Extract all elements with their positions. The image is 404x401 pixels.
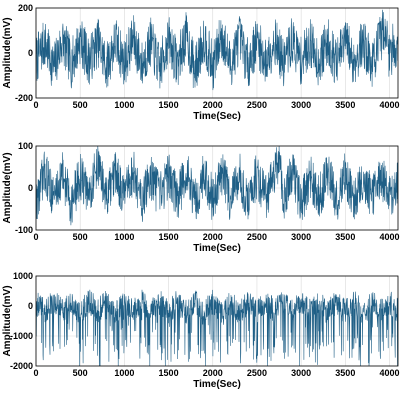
x-tick-label: 0 [33, 100, 38, 110]
x-tick-label: 500 [73, 368, 88, 378]
x-tick-label: 4000 [380, 232, 400, 242]
x-tick-label: 500 [73, 100, 88, 110]
x-axis-label: Time(Sec) [193, 243, 241, 254]
signal-line [36, 146, 398, 226]
x-tick-label: 3500 [335, 100, 355, 110]
x-tick-label: 3000 [291, 368, 311, 378]
x-tick-label: 1500 [159, 100, 179, 110]
plot-frame [35, 145, 399, 231]
y-tick-label: 0 [28, 48, 33, 58]
x-tick-label: 3000 [291, 100, 311, 110]
x-tick-label: 1500 [159, 232, 179, 242]
x-tick-label: 1000 [114, 232, 134, 242]
y-axis-label: Amplitude(mV) [2, 285, 13, 356]
y-tick-label: -1000 [10, 331, 33, 341]
y-tick-label: 0 [28, 183, 33, 193]
x-tick-label: 1000 [114, 368, 134, 378]
y-tick-label: 1000 [13, 271, 33, 281]
x-tick-label: 3000 [291, 232, 311, 242]
x-tick-label: 0 [33, 232, 38, 242]
x-tick-label: 2500 [247, 232, 267, 242]
y-axis-label: Amplitude(mV) [2, 152, 13, 223]
plot-frame [35, 7, 399, 99]
x-axis-label: Time(Sec) [193, 111, 241, 122]
x-tick-label: 2500 [247, 100, 267, 110]
x-tick-label: 3500 [335, 232, 355, 242]
x-tick-label: 3500 [335, 368, 355, 378]
x-tick-label: 1000 [114, 100, 134, 110]
y-tick-label: -200 [15, 93, 33, 103]
plot-frame [35, 275, 399, 367]
x-tick-label: 2000 [203, 368, 223, 378]
signal-line [36, 9, 398, 91]
x-tick-label: 2500 [247, 368, 267, 378]
x-tick-label: 500 [73, 232, 88, 242]
x-tick-label: 1500 [159, 368, 179, 378]
y-tick-label: 200 [18, 3, 33, 13]
x-tick-label: 2000 [203, 232, 223, 242]
x-tick-label: 0 [33, 368, 38, 378]
y-tick-label: -2000 [10, 361, 33, 371]
x-tick-label: 4000 [380, 100, 400, 110]
y-tick-label: 100 [18, 141, 33, 151]
signal-line [36, 289, 398, 366]
y-axis-label: Amplitude(mV) [2, 17, 13, 88]
x-tick-label: 2000 [203, 100, 223, 110]
x-axis-label: Time(Sec) [193, 379, 241, 390]
y-tick-label: 0 [28, 301, 33, 311]
x-tick-label: 4000 [380, 368, 400, 378]
y-tick-label: -100 [15, 225, 33, 235]
